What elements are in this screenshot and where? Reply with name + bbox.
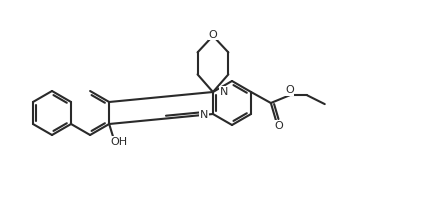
Text: N: N bbox=[220, 87, 228, 97]
Text: O: O bbox=[285, 85, 294, 95]
Text: O: O bbox=[274, 121, 283, 131]
Text: OH: OH bbox=[111, 137, 128, 147]
Text: O: O bbox=[208, 30, 217, 40]
Text: N: N bbox=[200, 110, 208, 120]
